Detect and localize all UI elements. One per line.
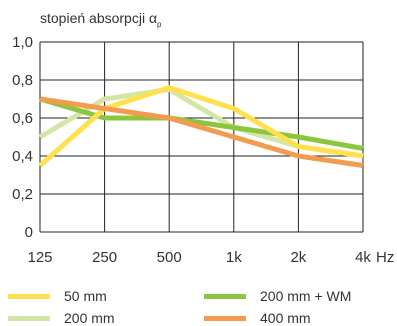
- legend: 50 mm 200 mm + WM 200 mm 400 mm: [0, 284, 397, 326]
- legend-swatch: [204, 293, 246, 299]
- legend-swatch: [8, 293, 50, 299]
- title-subscript: p: [157, 20, 162, 29]
- x-tick-label: 4k: [355, 249, 371, 266]
- legend-item-200mm: 200 mm: [8, 310, 115, 326]
- legend-swatch: [204, 315, 246, 321]
- absorption-chart: stopień absorpcji αp 0 0,2 0,4 0,6 0,8 1,0 12…: [12, 10, 394, 266]
- y-tick-label: 0,8: [12, 72, 33, 89]
- x-tick-label: 2k: [290, 249, 306, 266]
- legend-item-400mm: 400 mm: [204, 310, 311, 326]
- y-tick-label: 0: [25, 224, 33, 241]
- legend-item-50mm: 50 mm: [8, 288, 107, 304]
- y-tick-labels: 0 0,2 0,4 0,6 0,8 1,0: [12, 34, 33, 241]
- series-line-50-mm: [38, 85, 364, 168]
- x-tick-label: 500: [157, 249, 182, 266]
- legend-label: 200 mm: [64, 310, 115, 326]
- series-line-400-mm: [39, 96, 364, 168]
- y-tick-label: 0,2: [12, 186, 33, 203]
- y-tick-label: 0,4: [12, 148, 33, 165]
- x-tick-label: 125: [27, 249, 52, 266]
- legend-swatch: [8, 315, 50, 321]
- legend-label: 50 mm: [64, 288, 107, 304]
- x-tick-labels: 125 250 500 1k 2k 4k: [27, 249, 371, 266]
- x-tick-label: 1k: [226, 249, 242, 266]
- chart-title: stopień absorpcji αp: [40, 10, 162, 29]
- legend-label: 400 mm: [260, 310, 311, 326]
- grid: [39, 41, 364, 233]
- x-tick-label: 250: [92, 249, 117, 266]
- series-lines: [38, 85, 364, 168]
- y-tick-label: 0,6: [12, 110, 33, 127]
- y-tick-label: 1,0: [12, 34, 33, 51]
- legend-item-200mm-wm: 200 mm + WM: [204, 288, 351, 304]
- legend-label: 200 mm + WM: [260, 288, 352, 304]
- x-axis-unit-label: Hz: [376, 249, 394, 266]
